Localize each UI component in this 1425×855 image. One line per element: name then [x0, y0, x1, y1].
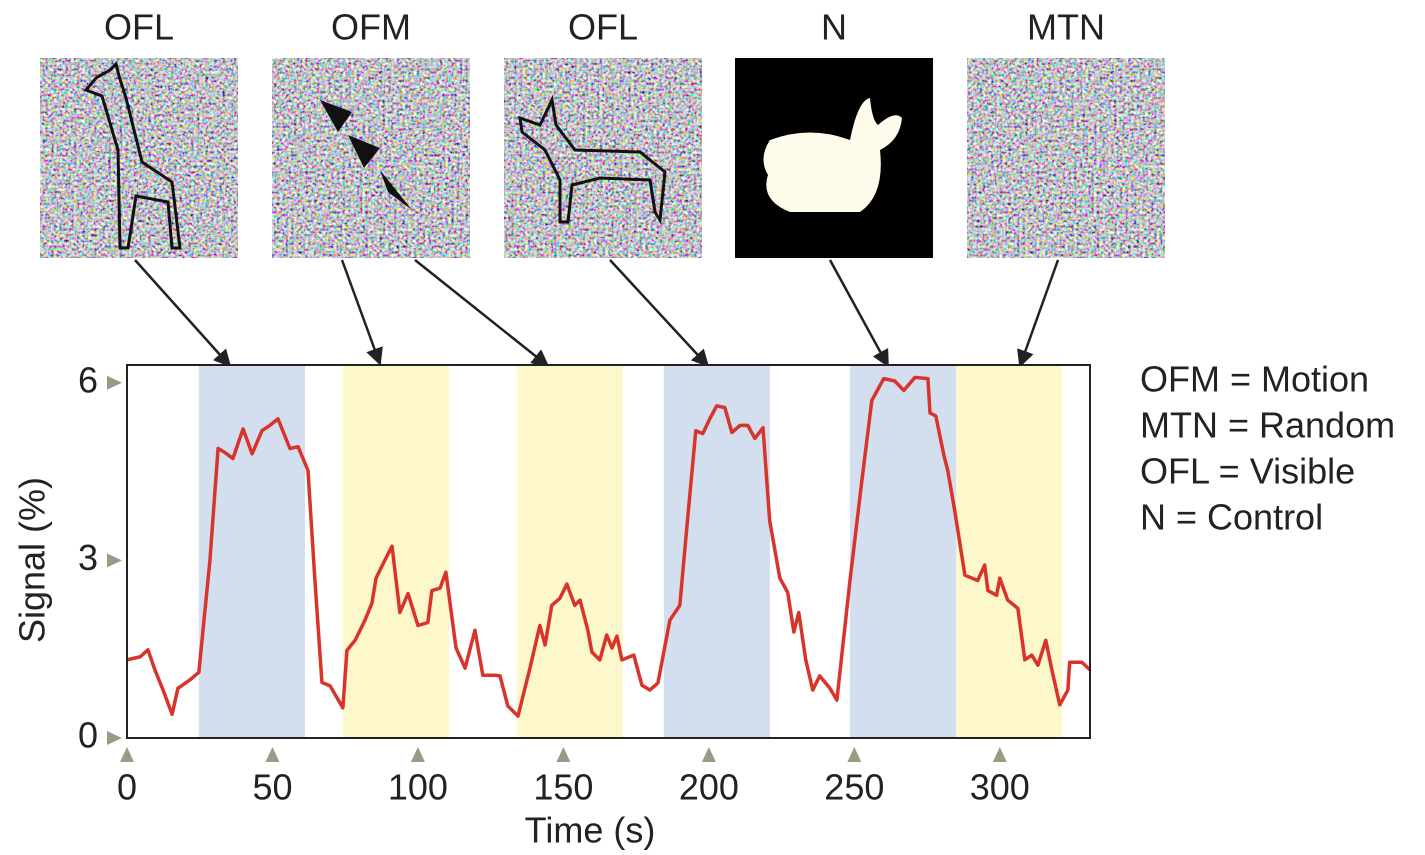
giraffe-outline	[83, 61, 182, 250]
key-entry: MTN = Random	[1140, 405, 1395, 446]
x-tick	[265, 747, 280, 762]
noise-image	[966, 57, 1166, 259]
stimulus-images: OFL OFM OFL N MTN	[39, 7, 1166, 259]
plot-frame	[126, 364, 1091, 739]
arrow	[414, 259, 550, 368]
dog-outline	[518, 95, 667, 225]
x-tick	[410, 747, 425, 762]
key-entry: N = Control	[1140, 497, 1323, 538]
x-tick-label: 0	[117, 767, 137, 808]
stimulus-label: N	[821, 7, 847, 48]
y-tick-label: 6	[78, 359, 98, 400]
signal-line	[126, 375, 1092, 718]
rabbit-silhouette	[763, 98, 902, 212]
arrow	[828, 259, 890, 368]
x-axis-label: Time (s)	[525, 810, 656, 851]
stimulus-label: OFL	[104, 7, 174, 48]
x-tick-label: 50	[252, 767, 292, 808]
x-tick-label: 250	[824, 767, 884, 808]
stimulus-period	[342, 365, 450, 738]
key-entry: OFL = Visible	[1140, 451, 1355, 492]
y-tick-label: 3	[78, 537, 98, 578]
arrow	[134, 259, 232, 368]
y-axis-label: Signal (%)	[12, 477, 53, 643]
x-tick-label: 300	[970, 767, 1030, 808]
stimulus-period	[663, 365, 770, 738]
x-tick	[701, 747, 716, 762]
x-tick	[847, 747, 862, 762]
x-tick-label: 150	[533, 767, 593, 808]
y-tick	[107, 375, 122, 390]
plot: 0 3 6 0 50 100 150 200 250 300	[78, 359, 1092, 808]
key-entry: OFM = Motion	[1140, 359, 1369, 400]
y-tick	[107, 731, 122, 745]
stimulus-label: MTN	[1027, 7, 1105, 48]
x-tick-label: 100	[388, 767, 448, 808]
arrow	[1017, 259, 1060, 368]
stimulus-period	[198, 365, 306, 738]
arrow	[609, 259, 710, 368]
arrow	[340, 259, 383, 366]
noise-image	[503, 57, 703, 259]
stimulus-label: OFM	[331, 7, 411, 48]
motion-arrows	[320, 100, 412, 210]
x-tick	[120, 747, 134, 762]
x-tick	[992, 747, 1007, 762]
y-tick-label: 0	[78, 715, 98, 756]
y-tick	[107, 553, 122, 568]
stimulus-period	[516, 365, 623, 738]
x-tick-label: 200	[679, 767, 739, 808]
arrows	[134, 259, 1060, 368]
stimulus-label: OFL	[568, 7, 638, 48]
x-tick	[556, 747, 571, 762]
stimulus-period	[849, 365, 957, 738]
stimulus-period	[956, 365, 1062, 738]
noise-image	[39, 57, 239, 259]
